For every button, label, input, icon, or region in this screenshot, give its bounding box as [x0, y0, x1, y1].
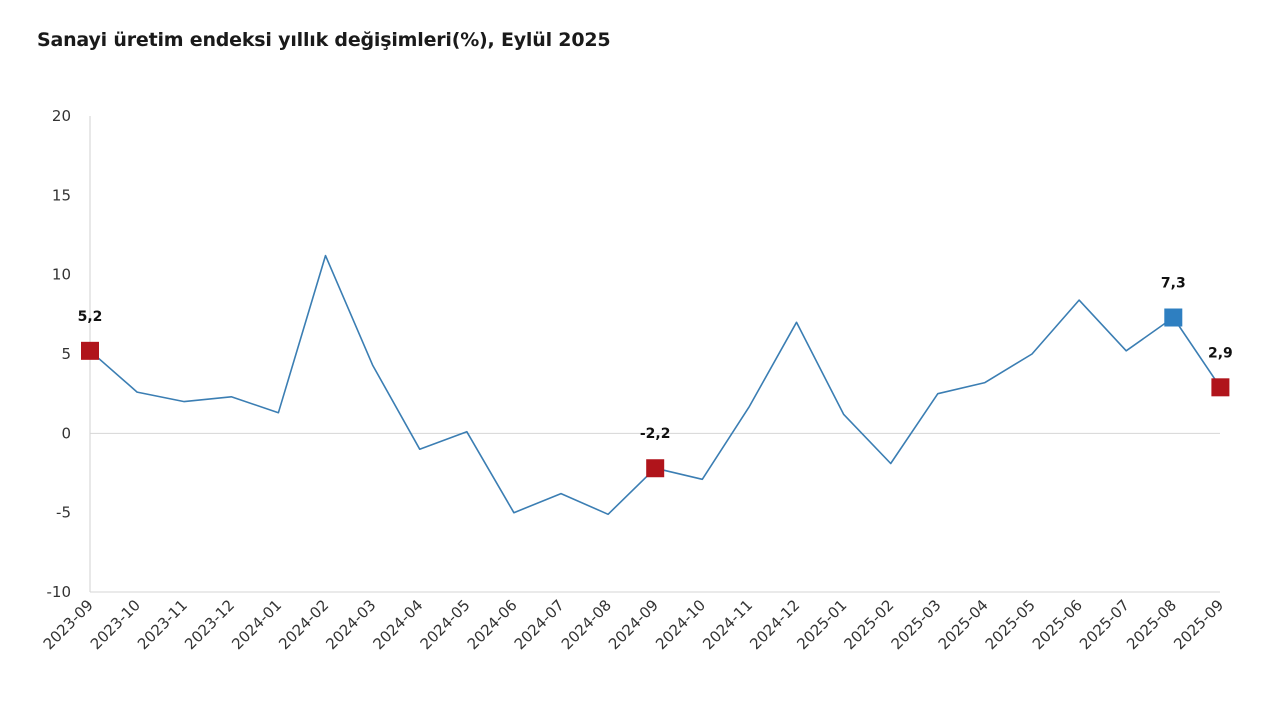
x-tick-label: 2023-11	[134, 596, 191, 653]
x-tick-label: 2023-12	[181, 596, 238, 653]
data-label: 7,3	[1161, 276, 1186, 292]
x-tick-label: 2024-07	[511, 596, 568, 653]
x-tick-label: 2023-10	[87, 596, 144, 653]
x-tick-label: 2024-09	[605, 596, 662, 653]
x-tick-label: 2025-05	[982, 596, 1039, 653]
x-tick-label: 2024-10	[652, 596, 709, 653]
data-point-marker	[81, 341, 99, 360]
y-tick-label: 0	[61, 424, 71, 442]
x-tick-label: 2024-01	[228, 596, 285, 653]
x-tick-label: 2024-05	[417, 596, 474, 653]
data-point-marker	[1211, 378, 1230, 397]
y-tick-label: 15	[52, 186, 71, 204]
y-tick-label: 20	[52, 107, 71, 125]
x-tick-label: 2025-06	[1029, 596, 1086, 653]
chart-title: Sanayi üretim endeksi yıllık değişimleri…	[37, 29, 611, 51]
x-tick-label: 2025-01	[793, 596, 850, 653]
x-tick-label: 2024-11	[699, 596, 756, 653]
x-tick-label: 2025-04	[935, 596, 992, 653]
x-tick-label: 2024-04	[369, 596, 426, 653]
data-point-marker	[646, 459, 665, 478]
y-tick-label: -5	[56, 504, 71, 522]
x-tick-label: 2025-09	[1170, 596, 1227, 653]
x-tick-label: 2025-03	[888, 596, 945, 653]
x-tick-label: 2024-12	[746, 596, 803, 653]
y-tick-label: -10	[47, 583, 72, 601]
x-tick-label: 2025-02	[840, 596, 897, 653]
x-tick-label: 2025-07	[1076, 596, 1133, 653]
x-tick-label: 2024-02	[275, 596, 332, 653]
data-point-marker	[1164, 308, 1183, 327]
x-tick-label: 2024-06	[464, 596, 521, 653]
x-tick-label: 2023-09	[40, 596, 97, 653]
y-tick-label: 5	[61, 345, 71, 363]
data-label: 2,9	[1208, 345, 1233, 361]
x-tick-label: 2024-08	[558, 596, 615, 653]
data-label: 5,2	[78, 309, 103, 325]
y-tick-label: 10	[52, 266, 71, 284]
x-tick-label: 2024-03	[322, 596, 379, 653]
x-tick-label: 2025-08	[1123, 596, 1180, 653]
data-label: -2,2	[640, 426, 671, 442]
